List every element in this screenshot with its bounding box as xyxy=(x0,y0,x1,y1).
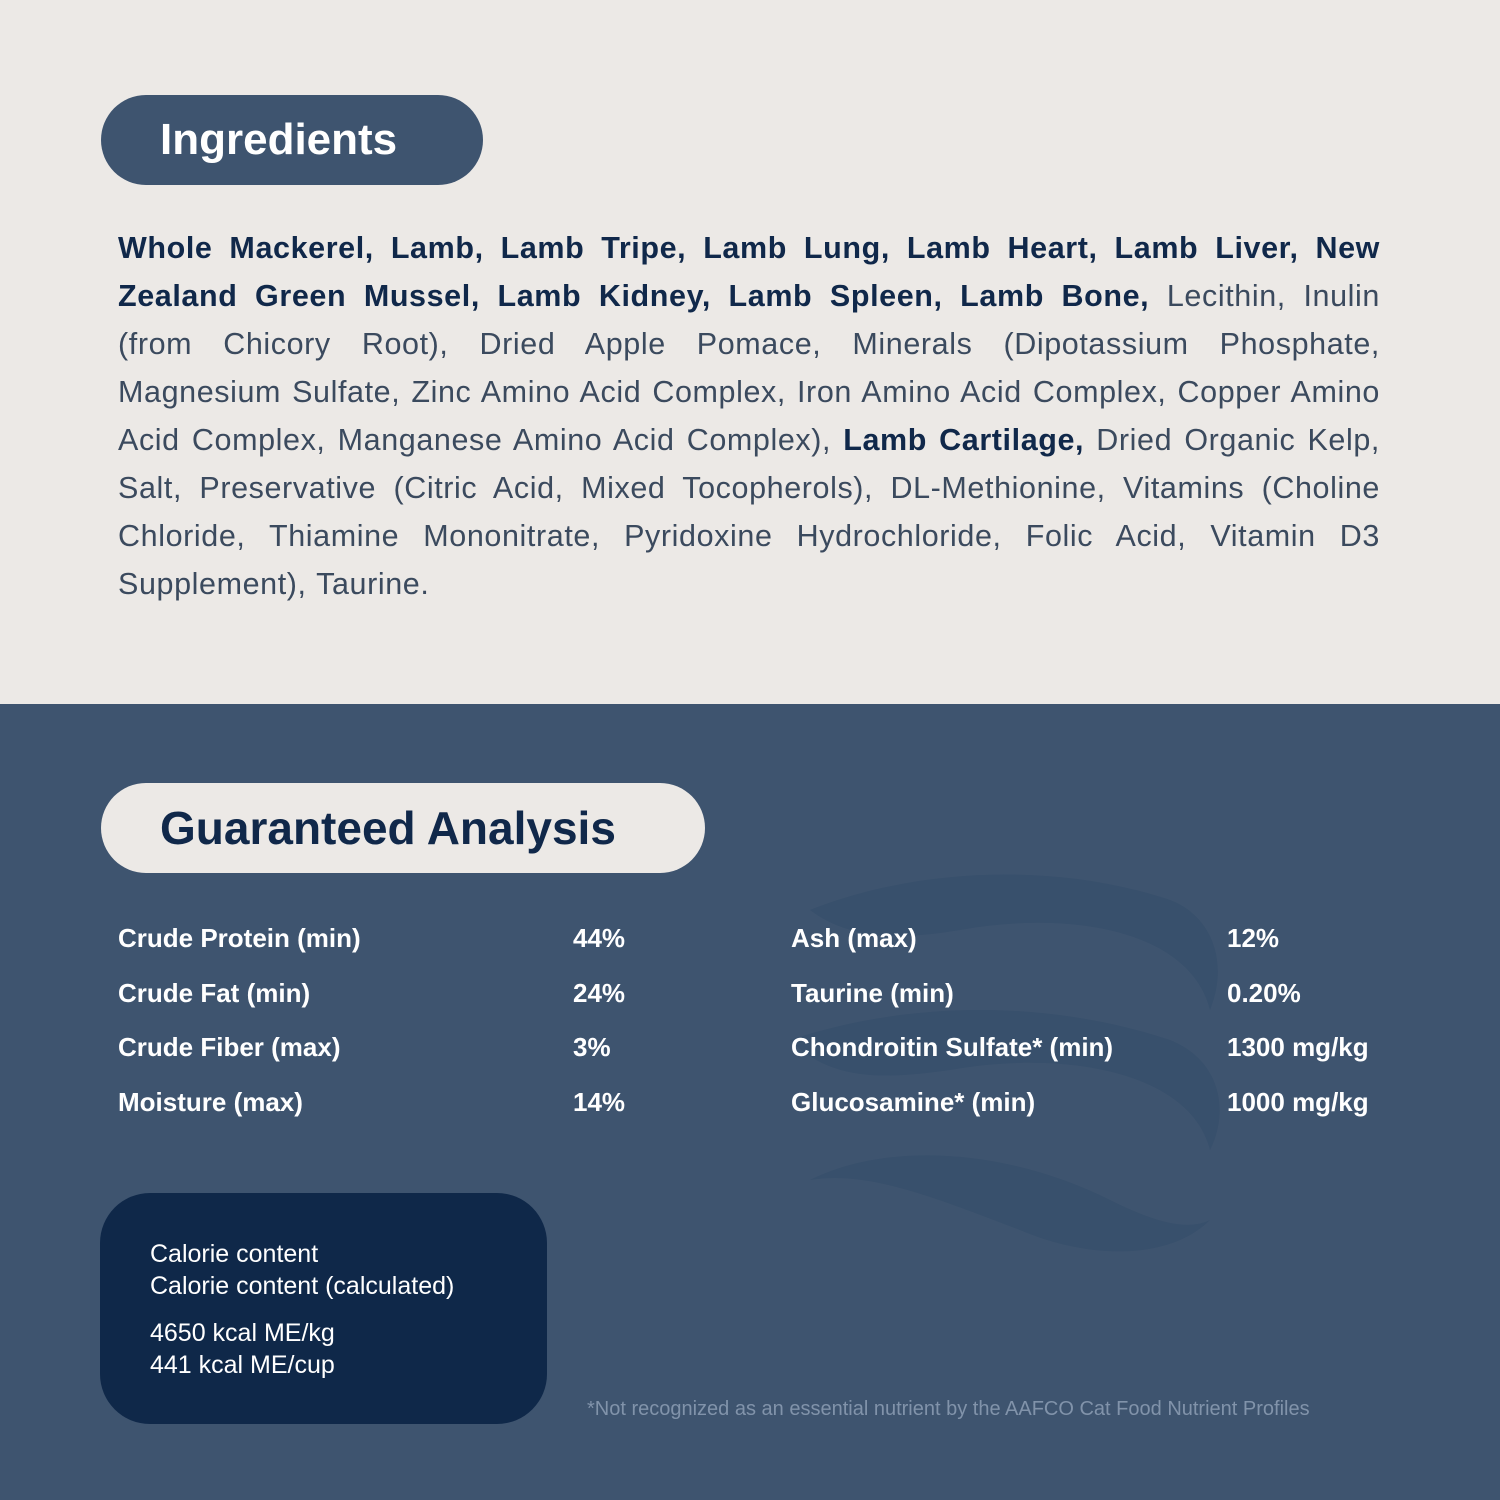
analysis-title: Guaranteed Analysis xyxy=(160,802,616,854)
analysis-value: 3% xyxy=(573,1032,611,1062)
analysis-label: Ash (max) xyxy=(791,923,917,953)
calorie-per-kg: 4650 kcal ME/kg xyxy=(150,1319,335,1347)
analysis-label: Glucosamine* (min) xyxy=(791,1087,1036,1117)
analysis-label: Crude Fat (min) xyxy=(118,978,311,1008)
footnote: *Not recognized as an essential nutrient… xyxy=(587,1398,1310,1420)
analysis-value: 1300 mg/kg xyxy=(1227,1032,1369,1062)
analysis-value: 1000 mg/kg xyxy=(1227,1087,1369,1117)
ingredient-text: Dried Organic Kelp, Salt, Preservative (… xyxy=(118,423,1380,601)
calorie-box xyxy=(100,1193,547,1424)
analysis-value: 24% xyxy=(573,978,626,1008)
calorie-label: Calorie content xyxy=(150,1240,319,1268)
ingredient-text: Lecithin, Inulin (from Chicory Root), Dr… xyxy=(118,279,1380,457)
analysis-value: 0.20% xyxy=(1227,978,1301,1008)
wave-icon xyxy=(790,874,1220,1252)
analysis-label: Crude Fiber (max) xyxy=(118,1032,341,1062)
analysis-label: Crude Protein (min) xyxy=(118,923,361,953)
calorie-label-calculated: Calorie content (calculated) xyxy=(150,1272,455,1300)
ingredients-list: Whole Mackerel, Lamb, Lamb Tripe, Lamb L… xyxy=(118,224,1380,608)
analysis-label: Taurine (min) xyxy=(791,978,954,1008)
analysis-value: 12% xyxy=(1227,923,1280,953)
ingredient-highlight: Whole Mackerel, Lamb, Lamb Tripe, Lamb L… xyxy=(118,231,1380,313)
analysis-label: Moisture (max) xyxy=(118,1087,303,1117)
ingredients-title: Ingredients xyxy=(160,115,398,164)
analysis-heading: Guaranteed Analysis xyxy=(101,783,705,873)
ingredient-highlight: Lamb Cartilage, xyxy=(843,423,1085,457)
calorie-per-cup: 441 kcal ME/cup xyxy=(150,1351,335,1379)
ingredients-heading: Ingredients xyxy=(101,95,483,185)
analysis-label: Chondroitin Sulfate* (min) xyxy=(791,1032,1114,1062)
analysis-value: 14% xyxy=(573,1087,626,1117)
analysis-value: 44% xyxy=(573,923,626,953)
